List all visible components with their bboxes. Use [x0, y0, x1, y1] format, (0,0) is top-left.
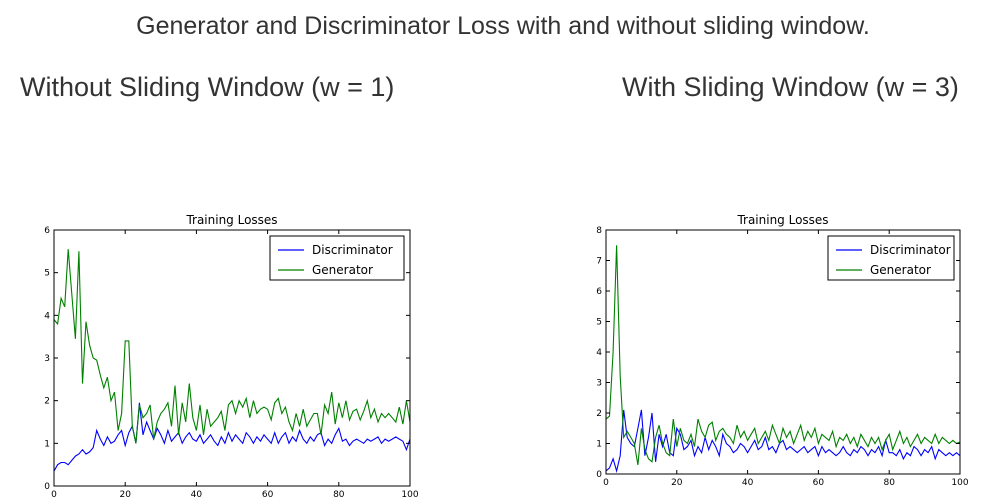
right-panel-heading: With Sliding Window (w = 3): [622, 72, 959, 102]
legend-label-discriminator: Discriminator: [312, 243, 393, 257]
y-tick-label: 0: [44, 482, 50, 492]
y-tick-label: 2: [596, 409, 602, 419]
series-line-discriminator: [605, 409, 961, 474]
legend-label-generator: Generator: [312, 263, 373, 277]
y-tick-label: 3: [596, 379, 602, 389]
x-tick-label: 20: [119, 490, 131, 500]
legend-label-generator: Generator: [870, 263, 931, 277]
legend-box: [827, 235, 955, 281]
y-tick-label: 2: [44, 397, 50, 407]
chart-without-sliding-window: Training Losses 0 20 40 60 80 100 0 1 2 3 4 5 6 Discri…: [44, 213, 419, 500]
y-tick-label: 1: [596, 440, 602, 450]
x-tick-label: 20: [671, 478, 683, 488]
y-tick-label: 6: [44, 226, 50, 236]
slide-title: Generator and Discriminator Loss with an…: [136, 12, 870, 40]
left-panel-heading: Without Sliding Window (w = 1): [20, 72, 395, 102]
series-line-generator: [605, 245, 961, 465]
x-tick-label: 100: [951, 478, 968, 488]
x-tick-label: 80: [333, 490, 345, 500]
y-tick-label: 8: [596, 226, 602, 236]
y-tick-label: 4: [596, 348, 602, 358]
x-tick-label: 40: [191, 490, 203, 500]
x-tick-label: 0: [603, 478, 609, 488]
y-tick-label: 6: [596, 287, 602, 297]
legend-label-discriminator: Discriminator: [870, 243, 951, 257]
y-tick-label: 3: [44, 354, 50, 364]
chart-title: Training Losses: [736, 213, 828, 227]
x-tick-label: 80: [883, 478, 895, 488]
x-tick-label: 100: [401, 490, 418, 500]
series-line-discriminator: [53, 402, 411, 472]
y-tick-label: 7: [596, 257, 602, 267]
y-tick-label: 4: [44, 311, 50, 321]
x-tick-label: 0: [51, 490, 57, 500]
y-tick-label: 0: [596, 470, 602, 480]
x-tick-label: 60: [813, 478, 825, 488]
y-tick-label: 1: [44, 439, 50, 449]
chart-with-sliding-window: Training Losses 0 20 40 60 80 100 0 1 2 3 4 5 6 7 8 Disc…: [596, 213, 969, 488]
x-tick-label: 40: [742, 478, 754, 488]
y-tick-label: 5: [596, 318, 602, 328]
x-tick-label: 60: [262, 490, 274, 500]
series-line-generator: [53, 249, 411, 444]
chart-title: Training Losses: [185, 213, 277, 227]
legend-box: [269, 235, 405, 281]
y-tick-label: 5: [44, 269, 50, 279]
